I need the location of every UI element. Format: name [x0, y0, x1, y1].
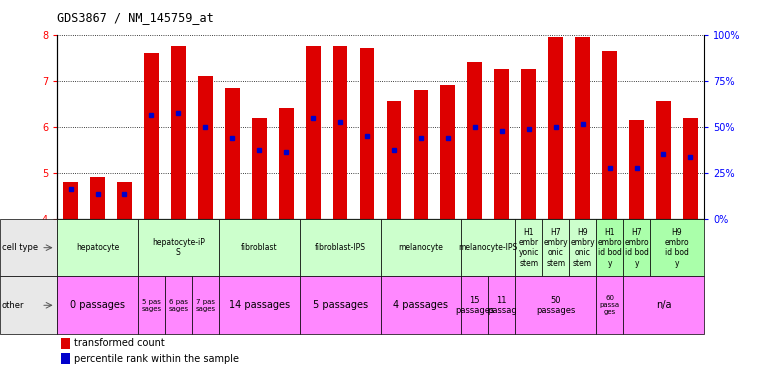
Text: H1
embr
yonic
stem: H1 embr yonic stem	[518, 228, 539, 268]
Bar	[117, 182, 132, 219]
Bar	[192, 276, 219, 334]
Bar	[650, 219, 704, 276]
Text: melanocyte-IPS: melanocyte-IPS	[459, 243, 518, 252]
Bar	[596, 219, 623, 276]
Bar	[219, 276, 300, 334]
Bar	[300, 276, 380, 334]
Bar	[138, 219, 219, 276]
Bar	[413, 90, 428, 219]
Bar	[90, 177, 105, 219]
Text: 0 passages: 0 passages	[70, 300, 125, 310]
Text: other: other	[2, 301, 24, 310]
Bar	[515, 276, 596, 334]
Bar	[602, 51, 617, 219]
Text: H1
embro
id bod
y: H1 embro id bod y	[597, 228, 622, 268]
Text: fibroblast-IPS: fibroblast-IPS	[314, 243, 365, 252]
Bar	[380, 219, 461, 276]
Bar	[387, 101, 401, 219]
Bar	[171, 46, 186, 219]
Bar	[629, 120, 644, 219]
Bar	[542, 219, 569, 276]
Text: hepatocyte-iP
S: hepatocyte-iP S	[152, 238, 205, 257]
Text: 15
passages: 15 passages	[455, 296, 495, 315]
Text: 60
passa
ges: 60 passa ges	[600, 295, 619, 315]
Text: H9
embro
id bod
y: H9 embro id bod y	[664, 228, 689, 268]
Bar	[623, 276, 704, 334]
Text: 6 pas
sages: 6 pas sages	[168, 299, 189, 312]
Text: 5 passages: 5 passages	[313, 300, 368, 310]
Bar	[0, 276, 57, 334]
Bar	[198, 76, 213, 219]
Bar	[57, 219, 138, 276]
Bar	[548, 37, 563, 219]
Bar	[279, 108, 294, 219]
Bar	[380, 276, 461, 334]
Text: 7 pas
sages: 7 pas sages	[196, 299, 215, 312]
Bar	[656, 101, 671, 219]
Text: 14 passages: 14 passages	[228, 300, 290, 310]
Bar	[144, 53, 159, 219]
Bar	[306, 46, 320, 219]
Bar	[461, 276, 489, 334]
Text: 11
passag: 11 passag	[487, 296, 517, 315]
Text: hepatocyte: hepatocyte	[76, 243, 119, 252]
Bar	[441, 85, 455, 219]
Bar	[467, 62, 482, 219]
Bar	[63, 182, 78, 219]
Bar	[219, 219, 300, 276]
Text: cell type: cell type	[2, 243, 37, 252]
Text: fibroblast: fibroblast	[241, 243, 278, 252]
Bar	[461, 219, 515, 276]
Bar	[0, 219, 57, 276]
Text: 5 pas
sages: 5 pas sages	[142, 299, 161, 312]
Bar	[683, 118, 698, 219]
Text: GDS3867 / NM_145759_at: GDS3867 / NM_145759_at	[57, 12, 214, 25]
Text: H7
embro
id bod
y: H7 embro id bod y	[624, 228, 649, 268]
Bar	[333, 46, 348, 219]
Text: melanocyte: melanocyte	[399, 243, 444, 252]
Bar	[623, 219, 650, 276]
Bar	[569, 219, 596, 276]
Bar	[252, 118, 266, 219]
Bar	[360, 48, 374, 219]
Bar	[138, 276, 165, 334]
Bar	[575, 37, 590, 219]
Bar	[57, 276, 138, 334]
Bar	[596, 276, 623, 334]
Text: H7
embry
onic
stem: H7 embry onic stem	[543, 228, 568, 268]
Bar	[224, 88, 240, 219]
Text: transformed count: transformed count	[74, 338, 164, 348]
Text: H9
embry
onic
stem: H9 embry onic stem	[570, 228, 595, 268]
Bar	[489, 276, 515, 334]
Bar	[165, 276, 192, 334]
Bar	[300, 219, 380, 276]
Text: percentile rank within the sample: percentile rank within the sample	[74, 354, 239, 364]
Text: 50
passages: 50 passages	[536, 296, 575, 315]
Text: n/a: n/a	[656, 300, 671, 310]
Text: 4 passages: 4 passages	[393, 300, 448, 310]
Bar	[521, 69, 537, 219]
Bar	[495, 69, 509, 219]
Bar	[515, 219, 543, 276]
